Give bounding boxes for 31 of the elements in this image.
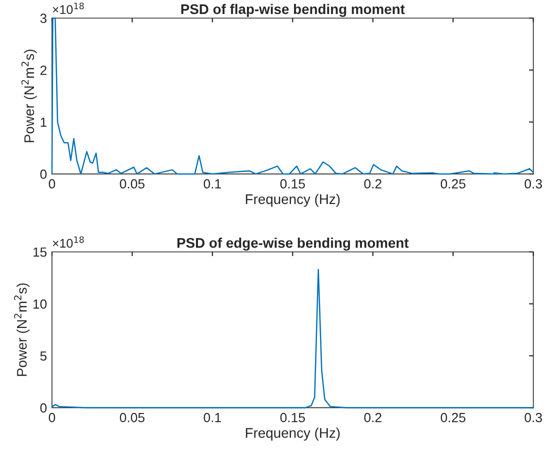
- x-tick-label: 0.3: [524, 179, 542, 189]
- x-tick-label: 0.15: [280, 412, 305, 422]
- x-tick-label: 0: [48, 179, 56, 189]
- x-tick-label: 0.2: [364, 412, 382, 422]
- chart-title: PSD of edge-wise bending moment: [177, 238, 409, 251]
- x-tick-label: 0.05: [120, 179, 144, 189]
- x-tick-label: 0: [48, 412, 56, 422]
- text: ×10$^{18}$: [52, 2, 84, 14]
- y-tick-label: 2: [40, 66, 46, 75]
- chart-title: PSD of flap-wise bending moment: [181, 4, 405, 17]
- x-tick-label: 0.15: [280, 179, 305, 189]
- y-tick-label: 15: [33, 248, 47, 257]
- x-tick-label: 0.2: [364, 179, 382, 189]
- x-axis-title: Frequency (Hz): [246, 194, 340, 207]
- y-axis-title: Power (N$^{2}$m$^{2}$s): [21, 50, 37, 142]
- y-axis-title: Power (N$^{2}$m$^{2}$s): [14, 283, 30, 376]
- x-axis-title: Frequency (Hz): [246, 428, 340, 441]
- y-tick-label: 0: [40, 170, 47, 179]
- text: ×10$^{18}$: [52, 236, 84, 248]
- x-tick-label: 0.25: [440, 179, 466, 189]
- line-series: [51, 17, 534, 175]
- y-tick-label: 3: [40, 14, 47, 24]
- x-tick-label: 0.05: [120, 412, 144, 422]
- x-tick-label: 0.25: [440, 412, 466, 422]
- x-tick-label: 0.3: [524, 412, 542, 422]
- y-tick-label: 10: [33, 299, 47, 309]
- y-tick-label: 5: [40, 351, 47, 361]
- x-tick-label: 0.1: [204, 179, 221, 189]
- y-tick-label: 0: [40, 403, 47, 413]
- y-tick-label: 1: [40, 118, 46, 127]
- x-tick-label: 0.1: [204, 412, 221, 422]
